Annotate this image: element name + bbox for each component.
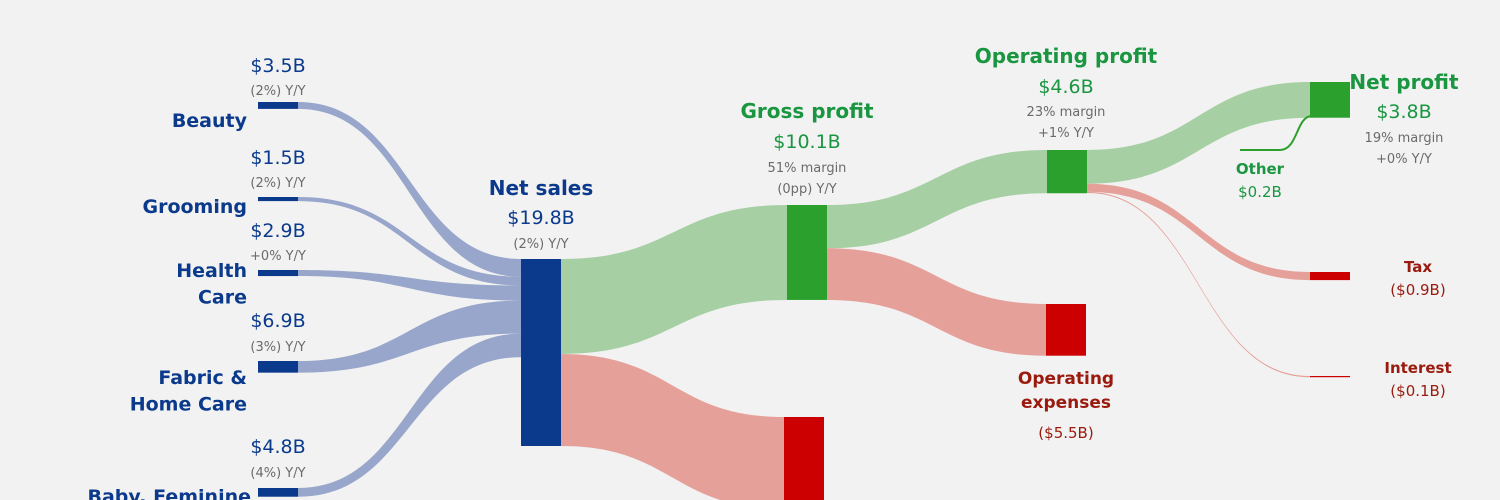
net-sales-name: Net sales bbox=[489, 176, 594, 200]
net-sales-value: $19.8B bbox=[507, 207, 574, 229]
operating-profit-name: Operating profit bbox=[975, 44, 1158, 68]
node-gross-profit bbox=[787, 205, 827, 300]
interest-name: Interest bbox=[1384, 359, 1451, 377]
segment-grooming-name: Grooming bbox=[142, 196, 247, 218]
flows bbox=[298, 82, 1313, 500]
other-connector-line bbox=[1240, 115, 1313, 151]
gross-profit-yoy: (0pp) Y/Y bbox=[777, 182, 836, 197]
segment-fabric-yoy: (3%) Y/Y bbox=[250, 340, 305, 355]
operating-profit-label: Operating profit $4.6B 23% margin +1% Y/… bbox=[975, 44, 1158, 141]
net-sales-label: Net sales $19.8B (2%) Y/Y bbox=[489, 176, 594, 252]
flow-operating-profit-to-tax bbox=[1087, 183, 1310, 281]
flow-net-sales-to-cost-of-sales bbox=[561, 353, 784, 500]
node-tax bbox=[1310, 272, 1350, 281]
net-sales-yoy: (2%) Y/Y bbox=[513, 237, 568, 252]
other-name: Other bbox=[1236, 160, 1285, 178]
flow-beauty-to-net-sales bbox=[298, 102, 521, 277]
interest-label: Interest ($0.1B) bbox=[1384, 359, 1451, 400]
net-profit-name: Net profit bbox=[1349, 70, 1459, 94]
node-segment-healthcare bbox=[258, 270, 298, 277]
net-profit-label: Net profit $3.8B 19% margin +0% Y/Y bbox=[1349, 70, 1459, 167]
node-cost-of-sales bbox=[784, 417, 824, 500]
segment-fabric-value: $6.9B bbox=[250, 310, 305, 332]
net-profit-margin: 19% margin bbox=[1365, 131, 1444, 146]
operating-expenses-name: Operating expenses bbox=[1018, 369, 1114, 413]
segment-fabric-label: $6.9B (3%) Y/Y Fabric & Home Care bbox=[130, 310, 306, 416]
nodes bbox=[258, 82, 1350, 500]
segment-baby-value: $4.8B bbox=[250, 436, 305, 458]
segment-healthcare-value: $2.9B bbox=[250, 220, 305, 242]
segment-baby-name: Baby, Feminine bbox=[87, 486, 251, 500]
node-net-sales bbox=[521, 259, 561, 446]
operating-expenses-label: Operating expenses ($5.5B) bbox=[1018, 369, 1114, 442]
flow-fabric-to-net-sales bbox=[298, 300, 521, 373]
gross-profit-label: Gross profit $10.1B 51% margin (0pp) Y/Y bbox=[740, 99, 874, 197]
net-profit-value: $3.8B bbox=[1376, 101, 1431, 123]
tax-label: Tax ($0.9B) bbox=[1390, 258, 1445, 299]
node-segment-baby bbox=[258, 488, 298, 497]
segment-healthcare-name: Health Care bbox=[176, 260, 247, 309]
operating-profit-value: $4.6B bbox=[1038, 76, 1093, 98]
segment-beauty-name: Beauty bbox=[172, 110, 248, 132]
node-operating-expenses bbox=[1046, 304, 1086, 356]
segment-grooming-label: $1.5B (2%) Y/Y Grooming bbox=[142, 147, 305, 218]
flow-baby-to-net-sales bbox=[298, 333, 521, 497]
node-interest bbox=[1310, 376, 1350, 378]
operating-profit-yoy: +1% Y/Y bbox=[1038, 126, 1094, 141]
segment-beauty-label: $3.5B (2%) Y/Y Beauty bbox=[172, 55, 306, 132]
other-value: $0.2B bbox=[1238, 183, 1282, 201]
flow-gross-profit-to-operating-profit bbox=[827, 150, 1047, 249]
tax-value: ($0.9B) bbox=[1390, 281, 1445, 299]
segment-fabric-name: Fabric & Home Care bbox=[130, 367, 247, 416]
segment-beauty-value: $3.5B bbox=[250, 55, 305, 77]
net-profit-yoy: +0% Y/Y bbox=[1376, 152, 1432, 167]
tax-name: Tax bbox=[1404, 258, 1432, 276]
segment-baby-label: $4.8B (4%) Y/Y Baby, Feminine bbox=[87, 436, 305, 500]
node-segment-grooming bbox=[258, 197, 298, 202]
flow-net-sales-to-gross-profit bbox=[561, 205, 787, 354]
gross-profit-name: Gross profit bbox=[740, 99, 874, 123]
node-segment-beauty bbox=[258, 102, 298, 109]
segment-beauty-yoy: (2%) Y/Y bbox=[250, 84, 305, 99]
other-label: Other $0.2B bbox=[1236, 160, 1285, 201]
node-net-profit bbox=[1310, 82, 1350, 118]
flow-healthcare-to-net-sales bbox=[298, 270, 521, 301]
segment-grooming-yoy: (2%) Y/Y bbox=[250, 176, 305, 191]
flow-grooming-to-net-sales bbox=[298, 197, 521, 286]
operating-profit-margin: 23% margin bbox=[1027, 105, 1106, 120]
node-operating-profit bbox=[1047, 150, 1087, 194]
segment-grooming-value: $1.5B bbox=[250, 147, 305, 169]
flow-operating-profit-to-interest bbox=[1087, 191, 1310, 378]
gross-profit-margin: 51% margin bbox=[768, 161, 847, 176]
segment-healthcare-label: $2.9B +0% Y/Y Health Care bbox=[176, 220, 306, 309]
flow-gross-profit-to-operating-expenses bbox=[827, 248, 1046, 356]
operating-expenses-value: ($5.5B) bbox=[1038, 424, 1093, 442]
segment-baby-yoy: (4%) Y/Y bbox=[250, 466, 305, 481]
segment-healthcare-yoy: +0% Y/Y bbox=[250, 249, 306, 264]
flow-operating-profit-to-net-profit bbox=[1087, 82, 1310, 184]
gross-profit-value: $10.1B bbox=[773, 131, 840, 153]
node-segment-fabric bbox=[258, 361, 298, 373]
interest-value: ($0.1B) bbox=[1390, 382, 1445, 400]
